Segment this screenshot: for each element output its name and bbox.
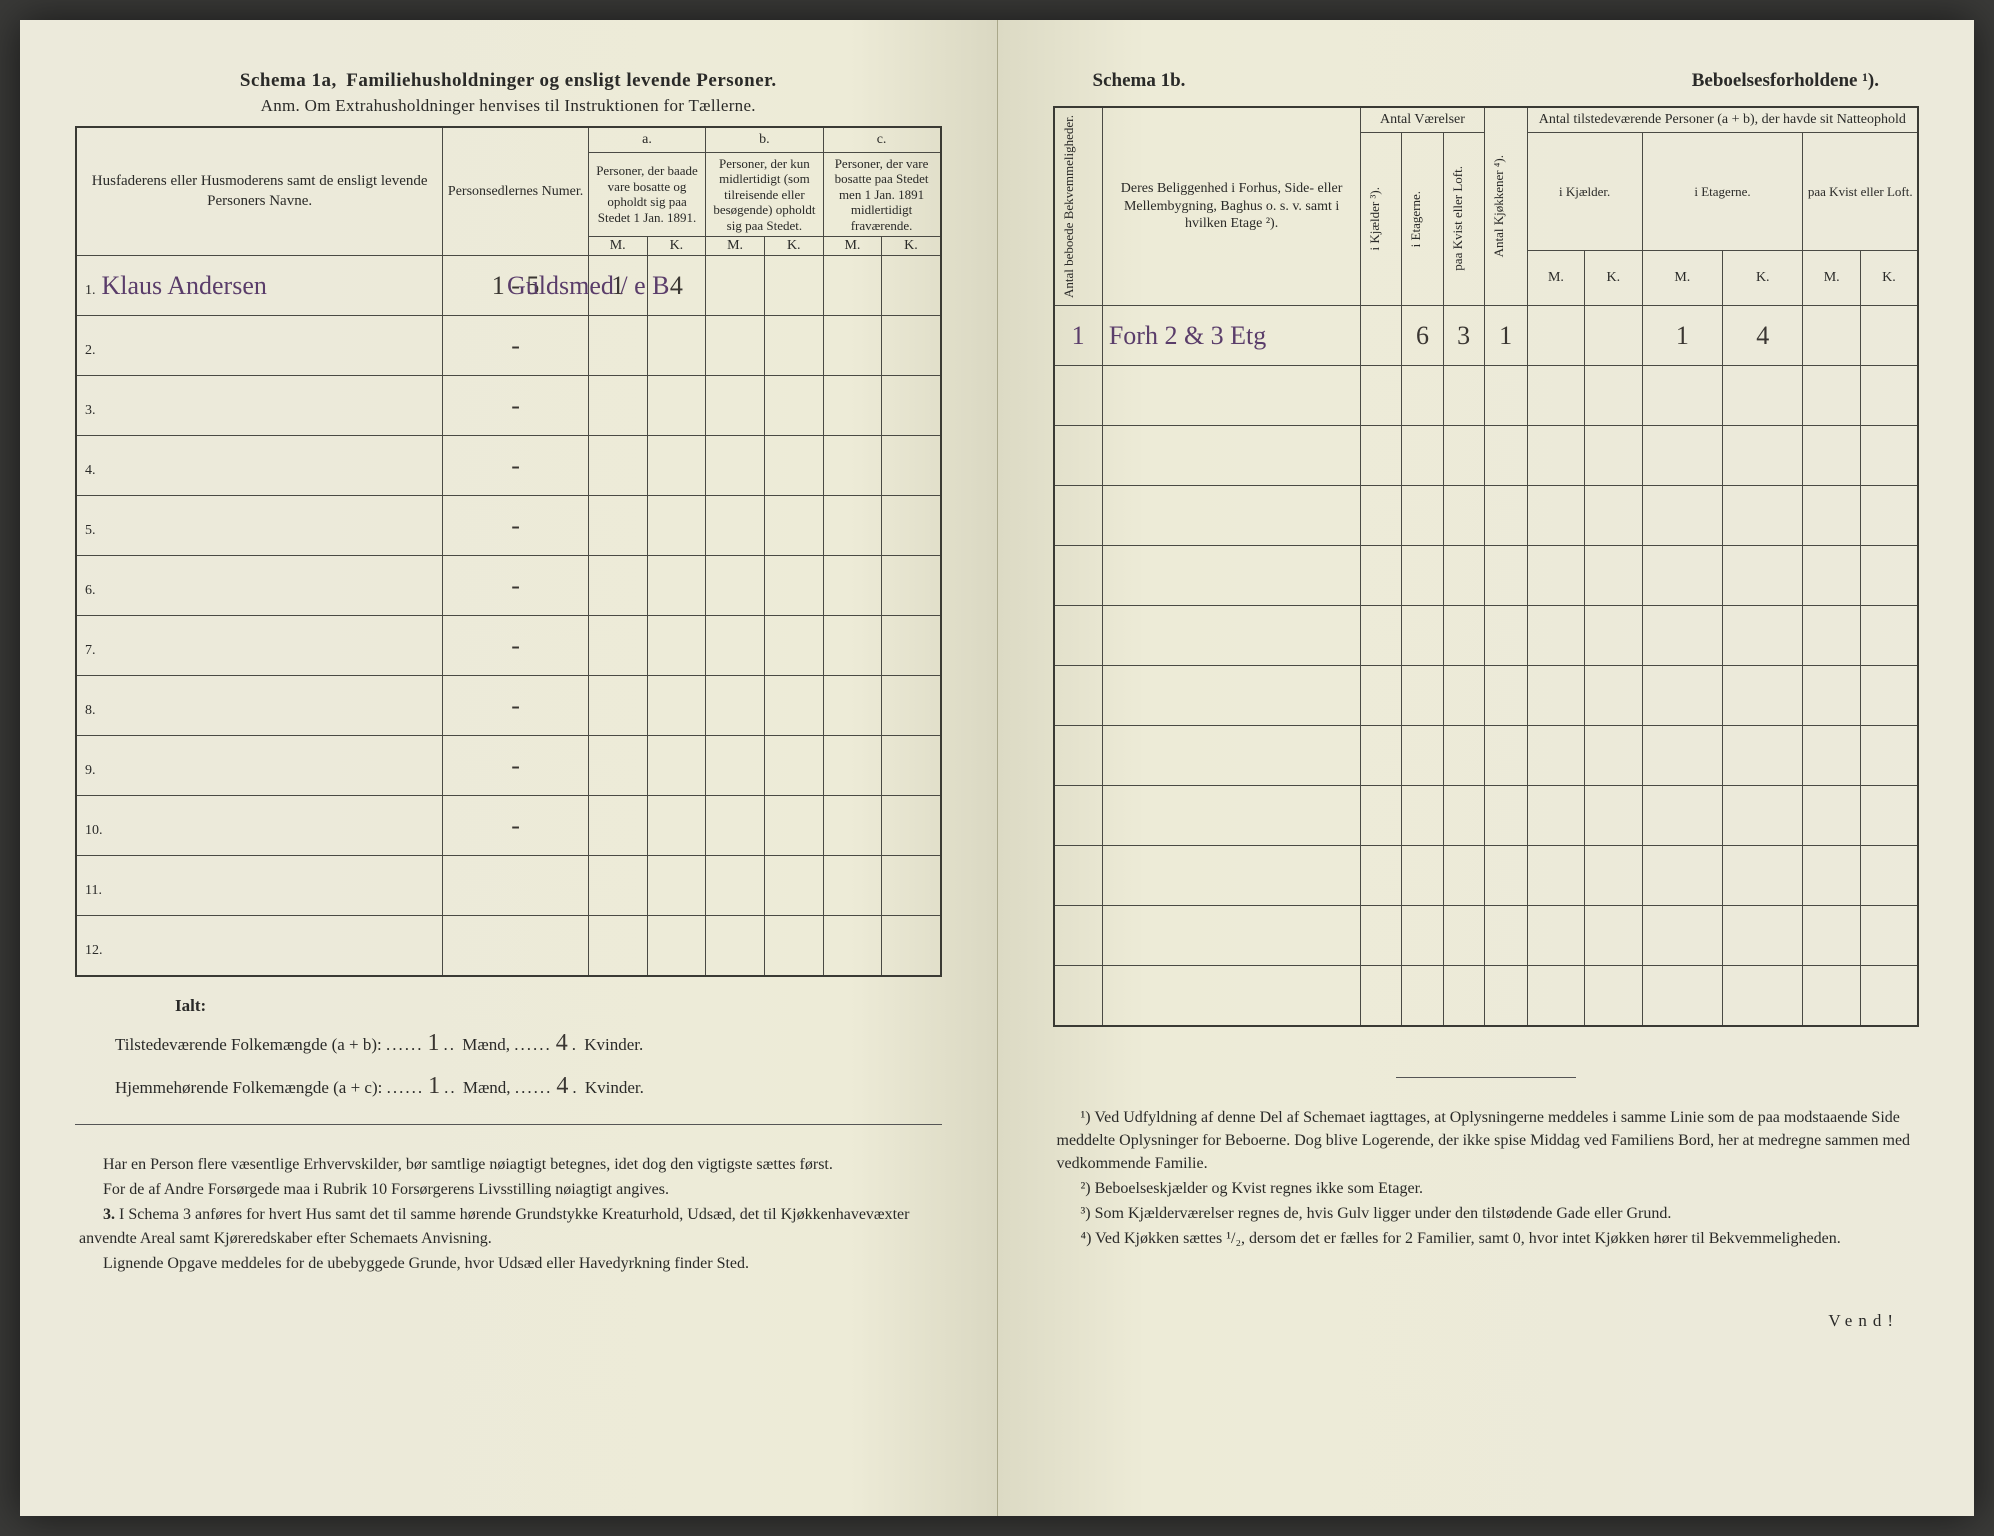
table-row: 10. - <box>76 796 941 856</box>
numer-cell <box>443 916 589 976</box>
hdr-name: Husfaderens eller Husmoderens samt de en… <box>76 127 443 256</box>
schema-1b-table: Antal beboede Bekvemmeligheder. Deres Be… <box>1053 106 1920 1027</box>
hdr-kjael: i Kjælder ³). <box>1361 132 1402 306</box>
anm-note: Anm. Om Extrahusholdninger henvises til … <box>75 96 942 116</box>
totals-ab-k: 4 <box>552 1022 572 1065</box>
table-row <box>1054 366 1919 426</box>
table-row: 4. - <box>76 436 941 496</box>
table-row <box>1054 966 1919 1026</box>
belig-cell <box>1102 366 1361 426</box>
hdr-ietag: i Etagerne. <box>1642 132 1803 251</box>
hdr-b-txt: Personer, der kun midlertidigt (som tilr… <box>706 152 823 237</box>
census-book: Schema 1a, Familiehusholdninger og ensli… <box>20 20 1974 1516</box>
hdr-paakvist: paa Kvist eller Loft. <box>1803 132 1918 251</box>
schema-1a-title: Schema 1a, Familiehusholdninger og ensli… <box>75 70 942 92</box>
table-row: 11. <box>76 856 941 916</box>
totals-ac-m: 1 <box>424 1065 444 1108</box>
totals-block: Ialt: Tilstedeværende Folkemængde (a + b… <box>75 991 942 1108</box>
totals-ab-label: Tilstedeværende Folkemængde (a + b): <box>115 1030 382 1061</box>
belig-cell: Forh 2 & 3 Etg <box>1102 306 1361 366</box>
numer-cell: - <box>443 736 589 796</box>
name-cell: 3. <box>76 376 443 436</box>
hdr-kjokken: Antal Kjøkkener ⁴). <box>1484 107 1527 306</box>
hdr-etag: i Etagerne. <box>1402 132 1443 306</box>
table-row: 2. - <box>76 316 941 376</box>
belig-cell <box>1102 846 1361 906</box>
schema-1b-title: Schema 1b. Beboelsesforholdene ¹). <box>1053 70 1920 92</box>
page-left: Schema 1a, Familiehusholdninger og ensli… <box>20 20 998 1516</box>
numer-cell: - <box>443 376 589 436</box>
table-row <box>1054 486 1919 546</box>
name-cell: 10. <box>76 796 443 856</box>
numer-cell: - <box>443 556 589 616</box>
hdr-c: c. <box>823 127 940 152</box>
hdr-c-txt: Personer, der vare bosatte paa Stedet me… <box>823 152 940 237</box>
totals-ac-label: Hjemmehørende Folkemængde (a + c): <box>115 1073 382 1104</box>
belig-cell <box>1102 486 1361 546</box>
name-cell: 6. <box>76 556 443 616</box>
name-cell: 7. <box>76 616 443 676</box>
name-cell: 5. <box>76 496 443 556</box>
hdr-kvist: paa Kvist eller Loft. <box>1443 132 1484 306</box>
table-row <box>1054 426 1919 486</box>
name-cell: 12. <box>76 916 443 976</box>
name-cell: 11. <box>76 856 443 916</box>
table-row <box>1054 546 1919 606</box>
schema-1a-table: Husfaderens eller Husmoderens samt de en… <box>75 126 942 977</box>
numer-cell: - <box>443 616 589 676</box>
hdr-numer: Personsedlernes Numer. <box>443 127 589 256</box>
name-cell: 4. <box>76 436 443 496</box>
left-footnotes: Har en Person flere væsentlige Erhvervsk… <box>75 1153 942 1275</box>
name-cell: 8. <box>76 676 443 736</box>
belig-cell <box>1102 786 1361 846</box>
hdr-tilst: Antal tilstedeværende Personer (a + b), … <box>1527 107 1918 132</box>
belig-cell <box>1102 906 1361 966</box>
belig-cell <box>1102 726 1361 786</box>
hdr-vaer: Antal Værelser <box>1361 107 1484 132</box>
table-row: 7. - <box>76 616 941 676</box>
table-row: 8. - <box>76 676 941 736</box>
hdr-ikjael: i Kjælder. <box>1527 132 1642 251</box>
table-row: 6. - <box>76 556 941 616</box>
table-row <box>1054 666 1919 726</box>
numer-cell: - <box>443 796 589 856</box>
belig-cell <box>1102 666 1361 726</box>
numer-cell: - <box>443 676 589 736</box>
hdr-b: b. <box>706 127 823 152</box>
belig-cell <box>1102 426 1361 486</box>
table-row: 3. - <box>76 376 941 436</box>
table-row: 5. - <box>76 496 941 556</box>
table-row <box>1054 606 1919 666</box>
table-row: 1 Forh 2 & 3 Etg 6 3 1 1 4 <box>1054 306 1919 366</box>
hdr-a-txt: Personer, der baade vare bosatte og opho… <box>588 152 705 237</box>
table-row: 9. - <box>76 736 941 796</box>
right-footnotes: ¹) Ved Udfyldning af denne Del af Schema… <box>1053 1106 1920 1251</box>
belig-cell <box>1102 606 1361 666</box>
name-cell: 2. <box>76 316 443 376</box>
hdr-belig: Deres Beliggenhed i Forhus, Side- eller … <box>1102 107 1361 306</box>
numer-cell <box>443 856 589 916</box>
page-right: Schema 1b. Beboelsesforholdene ¹). Antal… <box>998 20 1975 1516</box>
numer-cell: - <box>443 436 589 496</box>
hdr-a: a. <box>588 127 705 152</box>
table-row <box>1054 846 1919 906</box>
belig-cell <box>1102 966 1361 1026</box>
numer-cell: - <box>443 316 589 376</box>
table-row: 12. <box>76 916 941 976</box>
totals-ac-k: 4 <box>552 1065 572 1108</box>
hdr-bekv: Antal beboede Bekvemmeligheder. <box>1054 107 1103 306</box>
numer-cell: - <box>443 496 589 556</box>
vend-label: Vend! <box>1053 1311 1920 1331</box>
table-row <box>1054 786 1919 846</box>
totals-ab-m: 1 <box>424 1022 444 1065</box>
name-cell: 1.Klaus AndersenGuldsmed / e B <box>76 256 443 316</box>
table-row <box>1054 726 1919 786</box>
table-row: 1.Klaus AndersenGuldsmed / e B 1 - 5 1 4 <box>76 256 941 316</box>
name-cell: 9. <box>76 736 443 796</box>
belig-cell <box>1102 546 1361 606</box>
table-row <box>1054 906 1919 966</box>
